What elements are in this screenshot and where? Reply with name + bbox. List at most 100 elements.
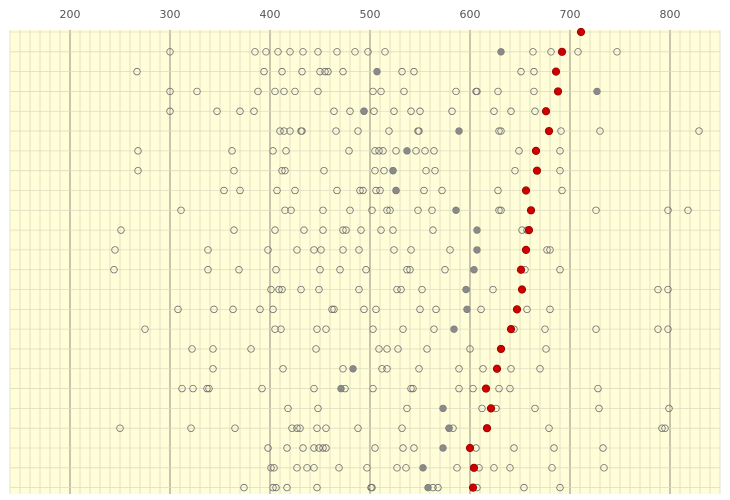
open-data-point <box>380 166 388 175</box>
open-data-point <box>546 246 554 254</box>
open-data-point <box>236 107 244 115</box>
open-data-point <box>490 464 498 472</box>
open-data-point <box>378 365 386 373</box>
open-data-point <box>558 186 566 195</box>
open-data-point <box>430 325 438 333</box>
open-data-point <box>466 345 474 353</box>
open-data-point <box>189 384 197 393</box>
open-data-point <box>319 226 327 234</box>
open-data-point <box>523 305 531 314</box>
open-data-point <box>600 464 608 472</box>
open-data-point <box>269 305 277 314</box>
red-data-point <box>521 245 531 255</box>
open-data-point <box>399 325 407 333</box>
open-data-point <box>363 464 371 472</box>
open-data-point <box>205 384 213 393</box>
open-data-point <box>264 444 272 452</box>
open-data-point <box>111 246 119 254</box>
open-data-point <box>230 226 238 234</box>
open-data-point <box>377 226 385 234</box>
open-data-point <box>511 166 519 175</box>
open-data-point <box>375 147 383 155</box>
open-data-point <box>256 305 264 314</box>
open-data-point <box>455 384 463 393</box>
open-data-point <box>281 166 289 175</box>
open-data-point <box>279 365 287 373</box>
open-data-point <box>321 67 329 76</box>
open-data-point <box>478 404 486 413</box>
open-data-point <box>247 345 255 353</box>
open-data-point <box>375 345 383 353</box>
open-data-point <box>262 48 270 56</box>
open-data-point <box>354 424 362 432</box>
open-data-point <box>230 166 238 175</box>
open-data-point <box>276 127 284 135</box>
x-tick-label: 300 <box>160 8 181 21</box>
open-data-point <box>220 186 228 195</box>
red-data-point <box>465 443 475 453</box>
open-data-point <box>547 48 555 56</box>
open-data-point <box>342 226 350 234</box>
open-data-point <box>418 285 426 294</box>
open-data-point <box>288 424 296 432</box>
open-data-point <box>240 483 248 492</box>
open-data-point <box>409 384 417 393</box>
grey-data-point <box>470 266 478 274</box>
open-data-point <box>420 186 428 195</box>
open-data-point <box>665 404 673 413</box>
open-data-point <box>299 48 307 56</box>
open-data-point <box>339 365 347 373</box>
open-data-point <box>510 444 518 452</box>
grey-data-point <box>462 285 470 294</box>
open-data-point <box>271 87 279 96</box>
open-data-point <box>271 325 279 333</box>
open-data-point <box>166 107 174 115</box>
open-data-point <box>415 127 423 135</box>
open-data-point <box>664 206 672 214</box>
open-data-point <box>298 67 306 76</box>
open-data-point <box>209 345 217 353</box>
open-data-point <box>596 127 604 135</box>
open-data-point <box>372 186 380 195</box>
open-data-point <box>317 246 325 254</box>
open-data-point <box>293 424 301 432</box>
open-data-point <box>282 147 290 155</box>
open-data-point <box>298 127 306 135</box>
grey-data-point <box>349 365 357 373</box>
grey-data-point <box>497 48 505 56</box>
grey-data-point <box>337 384 345 393</box>
open-data-point <box>336 266 344 274</box>
open-data-point <box>407 246 415 254</box>
x-tick-label: 700 <box>560 8 581 21</box>
open-data-point <box>320 166 328 175</box>
open-data-point <box>314 87 322 96</box>
grey-data-point <box>424 483 432 492</box>
open-data-point <box>316 67 324 76</box>
open-data-point <box>397 285 405 294</box>
red-data-point <box>496 344 506 354</box>
open-data-point <box>507 365 515 373</box>
open-data-point <box>332 127 340 135</box>
open-data-point <box>264 246 272 254</box>
grey-data-point <box>403 147 411 155</box>
open-data-point <box>393 464 401 472</box>
open-data-point <box>283 444 291 452</box>
open-data-point <box>393 285 401 294</box>
grey-data-point <box>463 305 471 314</box>
open-data-point <box>542 345 550 353</box>
open-data-point <box>210 305 218 314</box>
open-data-point <box>339 226 347 234</box>
open-data-point <box>383 345 391 353</box>
open-data-point <box>355 246 363 254</box>
open-data-point <box>432 305 440 314</box>
open-data-point <box>328 305 336 314</box>
open-data-point <box>531 404 539 413</box>
open-data-point <box>661 424 669 432</box>
open-data-point <box>434 483 442 492</box>
open-data-point <box>515 147 523 155</box>
open-data-point <box>291 87 299 96</box>
open-data-point <box>452 87 460 96</box>
open-data-point <box>430 147 438 155</box>
open-data-point <box>654 285 662 294</box>
open-data-point <box>286 48 294 56</box>
